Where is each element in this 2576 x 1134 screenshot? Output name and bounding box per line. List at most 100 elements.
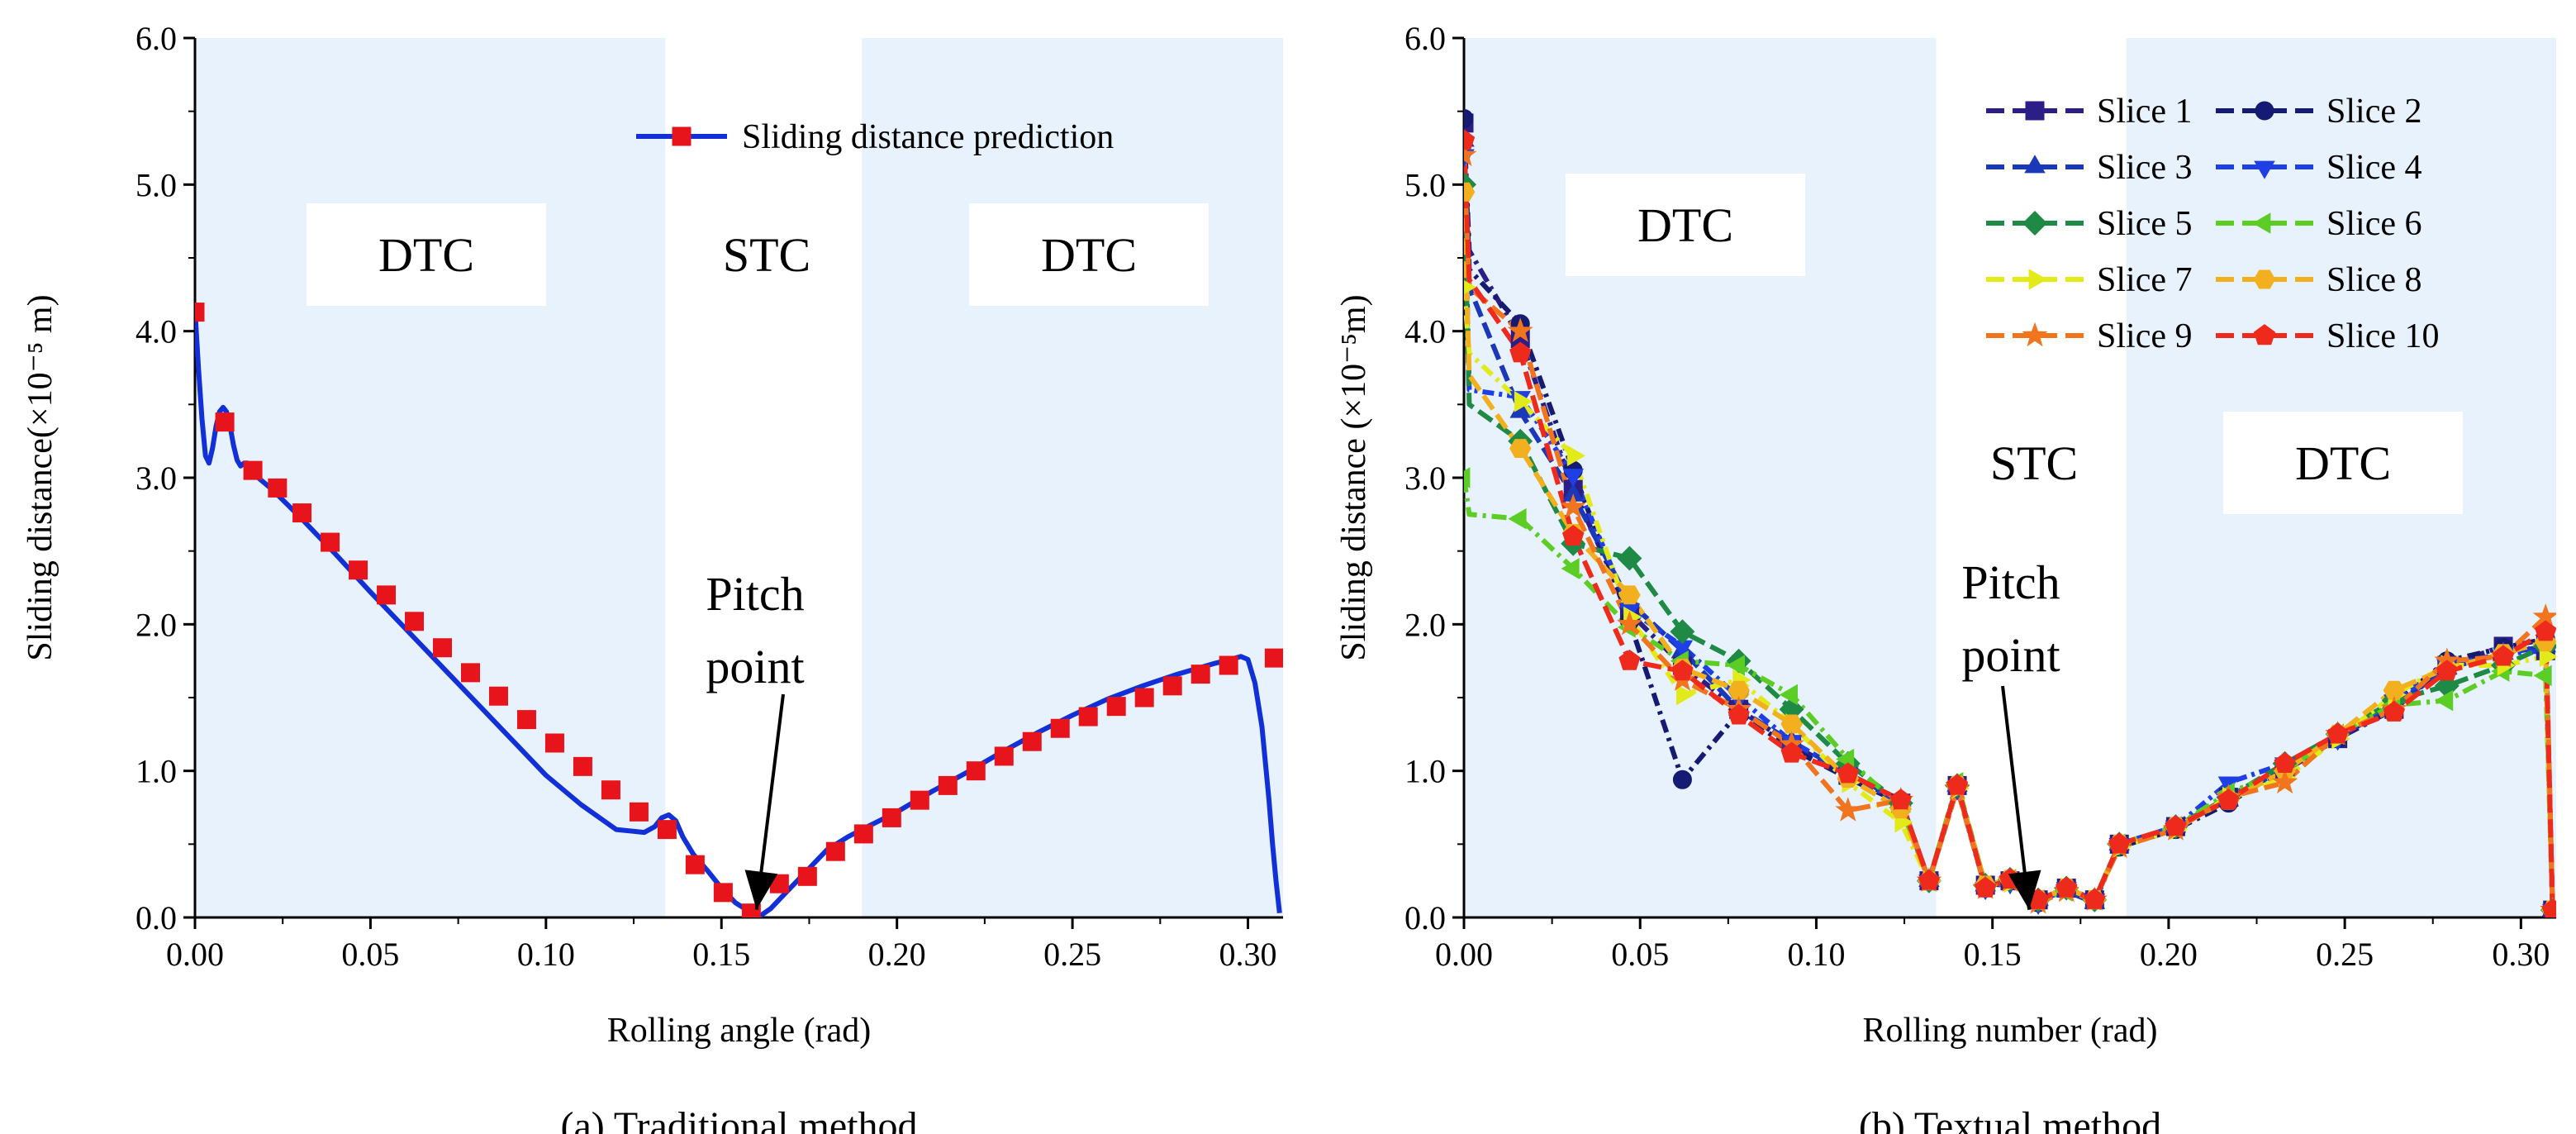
region-label-dtc-0: DTC (378, 228, 474, 282)
legend-marker-slice-2 (2255, 101, 2274, 121)
x-axis-label: Rolling angle (rad) (607, 1012, 872, 1050)
series-group-slices (1464, 109, 2556, 917)
data-point (292, 503, 312, 523)
data-point-slice-8 (2383, 680, 2406, 700)
data-point-slice-7 (1514, 391, 1533, 412)
data-point-slice-10 (2084, 888, 2106, 909)
series-group-sliding-distance (195, 303, 1283, 917)
y-tick-label: 1.0 (1404, 753, 1446, 790)
data-point (433, 638, 453, 658)
legend-label-slice-3: Slice 3 (2097, 149, 2192, 187)
data-point (1022, 731, 1042, 751)
data-point-slice-4 (1562, 469, 1584, 488)
annotation-pitch: Pitch (706, 567, 804, 621)
y-tick-label: 0.0 (1404, 899, 1446, 936)
region-label-box-2 (969, 203, 1209, 306)
y-tick-label: 2.0 (135, 606, 177, 643)
data-point (938, 775, 958, 795)
data-point (1162, 676, 1182, 696)
data-point (377, 585, 397, 605)
legend-marker-slice-3 (2024, 155, 2046, 174)
data-point-slice-7 (1676, 684, 1695, 706)
y-axis-label: Sliding distance (×10⁻⁵m) (1335, 294, 1373, 660)
data-point (1050, 718, 1070, 738)
data-point-slice-9 (2272, 769, 2298, 794)
x-tick-label: 0.25 (2316, 936, 2374, 973)
data-point (685, 855, 705, 874)
data-point (853, 824, 873, 844)
data-point (321, 532, 340, 552)
data-point (544, 733, 564, 753)
data-point-slice-2 (1672, 770, 1692, 789)
region-label-dtc-2: DTC (2295, 436, 2391, 490)
data-point (882, 808, 901, 827)
region-shade-2 (862, 38, 1283, 917)
y-tick-label: 0.0 (135, 899, 177, 936)
data-point-slice-10 (1946, 774, 1969, 795)
data-point-slice-10 (1464, 129, 1476, 150)
data-point-slice-8 (1780, 714, 1803, 734)
data-point-slice-10 (2535, 620, 2556, 641)
data-point-slice-8 (1728, 680, 1750, 700)
data-point (573, 756, 592, 776)
y-tick-label: 1.0 (135, 753, 177, 790)
legend-marker (672, 126, 692, 146)
legend-label-slice-6: Slice 6 (2326, 205, 2422, 243)
legend-marker-slice-1 (2025, 101, 2045, 121)
data-point-slice-6 (2533, 665, 2552, 687)
y-tick-label: 4.0 (135, 313, 177, 350)
legend-label-slice-4: Slice 4 (2326, 149, 2422, 187)
y-tick-label: 5.0 (1404, 166, 1446, 203)
y-tick-label: 3.0 (135, 460, 177, 497)
data-point-slice-10 (2165, 815, 2187, 836)
legend: Slice 1 Slice 2 Slice 3 Slice 4 Slice 5 Slice… (1986, 93, 2439, 355)
data-point-slice-10 (2383, 700, 2405, 722)
region-label-box-0 (307, 203, 546, 306)
x-tick-label: 0.00 (1435, 936, 1493, 973)
data-point-slice-10 (2217, 789, 2240, 810)
data-point (1191, 665, 1210, 684)
region-label-stc-1: STC (723, 228, 810, 282)
legend-label-slice-7: Slice 7 (2097, 261, 2192, 299)
data-point-slice-10 (2326, 722, 2349, 744)
data-point (1106, 697, 1126, 717)
x-tick-label: 0.00 (166, 936, 224, 973)
x-tick-label: 0.05 (341, 936, 399, 973)
data-point-slice-7 (2539, 646, 2556, 668)
y-tick-label: 2.0 (1404, 606, 1446, 643)
data-point-slice-7 (1566, 445, 1586, 467)
annotation-point: point (706, 640, 804, 693)
legend-marker-slice-7 (2028, 269, 2047, 290)
data-point-slice-10 (1562, 525, 1585, 546)
data-point-slice-10 (1918, 869, 1941, 890)
y-tick-label: 3.0 (1404, 460, 1446, 497)
data-point-slice-9 (1464, 141, 1477, 167)
data-point-slice-9 (1507, 317, 1533, 342)
chart-caption: (b) Textual method (1859, 1104, 2161, 1134)
data-point-slice-6 (1779, 684, 1798, 706)
data-point (268, 478, 288, 498)
y-tick-label: 6.0 (135, 20, 177, 57)
data-point (1134, 688, 1154, 708)
data-point-slice-10 (2436, 660, 2458, 681)
data-point (405, 612, 425, 631)
x-tick-label: 0.05 (1611, 936, 1669, 973)
legend-marker-slice-9 (2022, 322, 2048, 347)
pitch-point-arrow-head (744, 870, 778, 910)
data-point (243, 460, 263, 480)
legend-label-slice-10: Slice 10 (2326, 317, 2439, 355)
region-shade-0 (195, 38, 666, 917)
data-point-slice-9 (1835, 797, 1861, 822)
region-label-box-2 (2223, 412, 2463, 514)
data-point-slice-10 (2541, 898, 2556, 917)
legend-marker-slice-4 (2254, 160, 2275, 179)
data-point-slice-10 (1728, 703, 1750, 725)
region-label-stc-1: STC (1990, 436, 2078, 490)
x-tick-label: 0.25 (1043, 936, 1101, 973)
data-point-slice-9 (1560, 493, 1586, 518)
data-point-slice-10 (1509, 341, 1532, 363)
data-point-slice-6 (1726, 655, 1745, 676)
legend-label-slice-8: Slice 8 (2326, 261, 2422, 299)
annotation-pitch: Pitch (1961, 555, 2060, 609)
legend-marker-slice-6 (2252, 212, 2271, 234)
